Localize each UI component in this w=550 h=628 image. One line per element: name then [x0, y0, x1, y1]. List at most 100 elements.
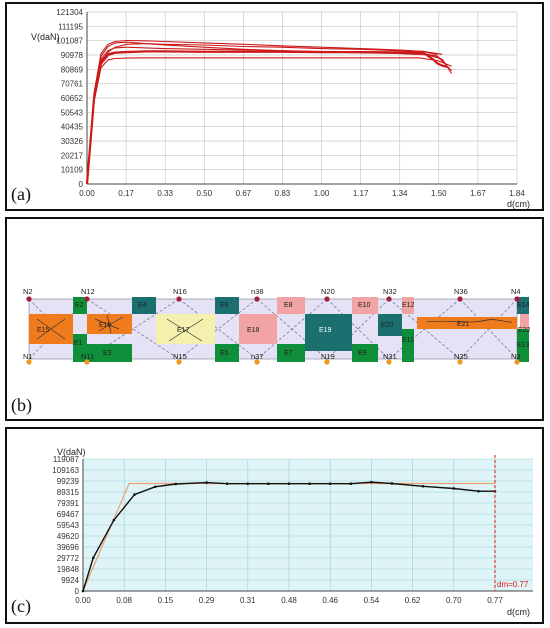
element-label: E20: [381, 322, 394, 329]
element-label: E12: [402, 302, 415, 309]
node-top: [457, 296, 463, 302]
y-axis-title: V(daN): [57, 447, 86, 457]
data-point: [452, 487, 456, 490]
x-tick-label: 0.33: [157, 189, 173, 198]
element-label: E1: [74, 340, 83, 347]
data-point: [370, 480, 373, 484]
node-top: [324, 296, 330, 302]
x-tick-label: 0.83: [275, 189, 291, 198]
x-tick-label: 1.67: [470, 189, 486, 198]
y-tick-label: 39696: [57, 543, 80, 552]
x-tick-label: 0.62: [405, 596, 421, 605]
node-label-top: N32: [383, 287, 397, 296]
panel-label-a: (a): [11, 184, 31, 204]
x-tick-label: 0.17: [118, 189, 134, 198]
panel-label-c: (c): [11, 596, 31, 616]
x-tick-label: 1.50: [431, 189, 447, 198]
element-label: E13: [517, 342, 530, 349]
data-point: [174, 482, 177, 486]
series-line: [86, 43, 443, 185]
element-label: E19: [319, 327, 332, 334]
x-tick-label: 0.29: [199, 596, 215, 605]
x-axis-title: d(cm): [507, 607, 530, 617]
node-bottom: [324, 359, 330, 365]
chart-a: 0.00 0.17 0.33 0.50 0.67 0.83 1.00 1.17 1.34 1.50…: [31, 8, 530, 209]
series-line: [85, 50, 448, 185]
y-tick-label: 40435: [61, 123, 84, 132]
data-point: [421, 484, 425, 488]
series-line: [86, 46, 448, 185]
y-tick-label: 119087: [53, 455, 80, 464]
x-tick-label: 0.50: [196, 189, 212, 198]
y-tick-label: 121304: [56, 8, 83, 17]
node-bottom: [457, 359, 463, 365]
x-tick-label: 0.54: [364, 596, 380, 605]
y-tick-label: 80869: [61, 65, 84, 74]
element-label: E3: [103, 350, 112, 357]
x-tick-label: 0.31: [240, 596, 256, 605]
element-label: E14: [517, 302, 530, 309]
data-point: [112, 518, 116, 522]
node-label-top: N4: [511, 287, 521, 296]
node-label-bottom: N11: [81, 352, 94, 361]
element-label: E11: [402, 337, 414, 344]
chart-c: 0 9924 19848 29772 39696 49620 59543 69467 79391…: [52, 447, 533, 617]
panel-a: 0.00 0.17 0.33 0.50 0.67 0.83 1.00 1.17 1.34 1.50…: [5, 2, 544, 211]
y-tick-label: 69467: [57, 510, 80, 519]
element-label: E5: [220, 350, 229, 357]
beam-nodes: N2 N1 N12 N11 N16 N15 n38 n37 N20 N19 N32 N31 N36 N35…: [23, 287, 521, 365]
capacity-curve: [82, 481, 495, 592]
data-point: [328, 482, 332, 486]
node-bottom: [26, 359, 32, 365]
element-label: E6: [220, 302, 229, 309]
panel-label-b: (b): [11, 395, 32, 415]
node-label-top: N20: [321, 287, 335, 296]
node-label-top: N36: [454, 287, 468, 296]
element-label: E8: [284, 302, 293, 309]
node-top: [386, 296, 392, 302]
node-label-bottom: N35: [454, 352, 468, 361]
x-tick-label: 0.48: [281, 596, 297, 605]
y-tick-label: 50543: [61, 108, 84, 117]
dm-marker-label: dm=0.77: [497, 580, 529, 589]
element-label: E22: [518, 327, 531, 334]
x-tick-label: 0.77: [487, 596, 503, 605]
data-point: [225, 482, 229, 486]
node-top: [514, 296, 520, 302]
y-tick-label: 29772: [57, 554, 80, 563]
top-elements: [73, 297, 529, 314]
node-label-bottom: N3: [511, 352, 521, 361]
data-point: [287, 482, 291, 486]
y-tick-label: 20217: [61, 151, 84, 160]
y-tick-label: 89315: [57, 488, 80, 497]
node-top: [26, 296, 32, 302]
x-tick-label: 0.15: [158, 596, 174, 605]
data-point: [246, 482, 250, 486]
element-label: E18: [247, 327, 260, 334]
element-label: E7: [284, 350, 293, 357]
x-tick-label: 0.00: [79, 189, 95, 198]
node-bottom: [84, 359, 90, 365]
y-tick-label: 10109: [61, 166, 84, 175]
panel-b: E15 E2 E16 E4 E17 E6 E18 E8 E19 E10 E20 …: [5, 217, 544, 421]
y-tick-label: 79391: [57, 499, 80, 508]
y-tick-label: 49620: [57, 532, 80, 541]
x-tick-label: 1.00: [314, 189, 330, 198]
data-point: [81, 589, 85, 593]
y-tick-label: 9924: [61, 576, 79, 585]
element-label: E21: [457, 321, 470, 328]
y-tick-label: 70761: [61, 80, 84, 89]
bottom-elements: [73, 329, 529, 362]
node-label-top: n38: [251, 287, 264, 296]
node-label-bottom: N19: [321, 352, 335, 361]
y-tick-label: 59543: [57, 521, 80, 530]
element-label: E9: [358, 350, 367, 357]
node-bottom: [514, 359, 520, 365]
y-tick-label: 101087: [56, 37, 83, 46]
series-line: [86, 39, 438, 185]
y-tick-label: 109163: [52, 466, 79, 475]
y-tick-label: 0: [75, 587, 80, 596]
node-label-top: N16: [173, 287, 187, 296]
element-label: E10: [358, 302, 371, 309]
x-tick-label: 0.70: [446, 596, 462, 605]
